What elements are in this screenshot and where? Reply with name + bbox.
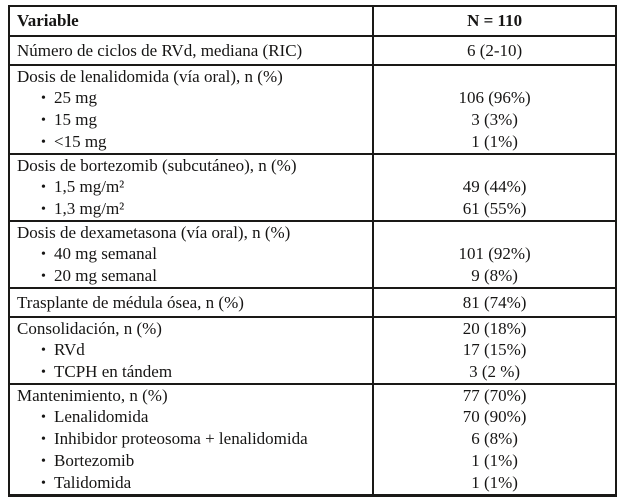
row-label-line: Número de ciclos de RVd, mediana (RIC) bbox=[10, 40, 372, 61]
table-row: • 15 mg 3 (3%) bbox=[9, 109, 616, 131]
row-value: 6 (8%) bbox=[471, 429, 518, 448]
row-value: 70 (90%) bbox=[462, 407, 527, 426]
row-label: Bortezomib bbox=[54, 451, 135, 470]
row-label: RVd bbox=[54, 340, 85, 359]
row-label-line: • 15 mg bbox=[10, 109, 372, 131]
bullet-icon: • bbox=[41, 113, 46, 128]
row-value: 101 (92%) bbox=[458, 244, 531, 263]
table-row: • Bortezomib 1 (1%) bbox=[9, 450, 616, 472]
bullet-icon: • bbox=[41, 476, 46, 491]
bullet-icon: • bbox=[41, 135, 46, 150]
row-label: 1,5 mg/m² bbox=[54, 177, 125, 196]
bullet-icon: • bbox=[41, 247, 46, 262]
row-label-line: • 20 mg semanal bbox=[10, 265, 372, 287]
row-label: Dosis de lenalidomida (vía oral), n (%) bbox=[17, 67, 283, 86]
row-label: 1,3 mg/m² bbox=[54, 199, 125, 218]
table-row: • Talidomida 1 (1%) bbox=[9, 472, 616, 496]
row-value bbox=[373, 220, 616, 243]
row-label-line: • 25 mg bbox=[10, 87, 372, 109]
row-label-line: Dosis de bortezomib (subcutáneo), n (%) bbox=[10, 155, 372, 176]
table-row: • Inhibidor proteosoma + lenalidomida 6 (… bbox=[9, 428, 616, 450]
row-label: Número de ciclos de RVd, mediana (RIC) bbox=[17, 41, 303, 60]
row-label-line: Mantenimiento, n (%) bbox=[10, 385, 372, 406]
row-value: 81 (74%) bbox=[373, 287, 616, 317]
bullet-icon: • bbox=[41, 410, 46, 425]
row-value: 20 (18%) bbox=[373, 316, 616, 339]
table-row: • 25 mg 106 (96%) bbox=[9, 87, 616, 109]
row-value: 1 (1%) bbox=[471, 473, 518, 492]
bullet-icon: • bbox=[41, 454, 46, 469]
bullet-icon: • bbox=[41, 365, 46, 380]
row-label-line: • 1,5 mg/m² bbox=[10, 176, 372, 198]
bullet-icon: • bbox=[41, 343, 46, 358]
row-label: Mantenimiento, n (%) bbox=[17, 386, 168, 405]
treatment-table-container: Variable N = 110 Número de ciclos de RVd… bbox=[8, 5, 617, 497]
bullet-icon: • bbox=[41, 180, 46, 195]
table-row: Dosis de bortezomib (subcutáneo), n (%) bbox=[9, 153, 616, 176]
row-label: 25 mg bbox=[54, 88, 97, 107]
table-header-row: Variable N = 110 bbox=[9, 6, 616, 37]
row-value: 49 (44%) bbox=[462, 177, 527, 196]
bullet-icon: • bbox=[41, 432, 46, 447]
row-label-line: • Talidomida bbox=[10, 472, 372, 494]
row-value: 9 (8%) bbox=[471, 266, 518, 285]
row-value: 1 (1%) bbox=[471, 451, 518, 470]
table-row: • 1,5 mg/m² 49 (44%) bbox=[9, 176, 616, 198]
row-value: 1 (1%) bbox=[471, 132, 518, 151]
row-label-line: • 1,3 mg/m² bbox=[10, 198, 372, 220]
bullet-icon: • bbox=[41, 269, 46, 284]
row-label: <15 mg bbox=[54, 132, 107, 151]
table-row: Número de ciclos de RVd, mediana (RIC) 6… bbox=[9, 35, 616, 65]
row-label: 40 mg semanal bbox=[54, 244, 157, 263]
row-value: 77 (70%) bbox=[373, 383, 616, 406]
row-label: Dosis de bortezomib (subcutáneo), n (%) bbox=[17, 156, 297, 175]
row-label-line: Consolidación, n (%) bbox=[10, 318, 372, 339]
row-label-line: Dosis de dexametasona (vía oral), n (%) bbox=[10, 222, 372, 243]
table-row: • RVd 17 (15%) bbox=[9, 339, 616, 361]
row-label: Talidomida bbox=[54, 473, 132, 492]
row-label: Trasplante de médula ósea, n (%) bbox=[17, 293, 244, 312]
row-value: 106 (96%) bbox=[458, 88, 531, 107]
row-label-line: Dosis de lenalidomida (vía oral), n (%) bbox=[10, 66, 372, 87]
table-row: Dosis de lenalidomida (vía oral), n (%) bbox=[9, 64, 616, 87]
row-label-line: • 40 mg semanal bbox=[10, 243, 372, 265]
row-value: 6 (2-10) bbox=[373, 35, 616, 65]
row-label-line: • Bortezomib bbox=[10, 450, 372, 472]
treatment-variables-table: Variable N = 110 Número de ciclos de RVd… bbox=[8, 5, 617, 497]
header-cell-variable: Variable bbox=[9, 6, 375, 37]
row-label-line: • TCPH en tándem bbox=[10, 361, 372, 383]
row-value: 17 (15%) bbox=[462, 340, 527, 359]
table-row: Consolidación, n (%) 20 (18%) bbox=[9, 316, 616, 339]
row-label-line: • RVd bbox=[10, 339, 372, 361]
row-label: TCPH en tándem bbox=[54, 362, 173, 381]
table-row: Trasplante de médula ósea, n (%) 81 (74%… bbox=[9, 287, 616, 317]
row-label-line: Trasplante de médula ósea, n (%) bbox=[10, 292, 372, 313]
table-row: • 40 mg semanal 101 (92%) bbox=[9, 243, 616, 265]
table-row: Mantenimiento, n (%) 77 (70%) bbox=[9, 383, 616, 406]
row-label: Lenalidomida bbox=[54, 407, 149, 426]
table-body: Número de ciclos de RVd, mediana (RIC) 6… bbox=[9, 35, 616, 496]
row-value: 3 (2 %) bbox=[469, 362, 521, 381]
row-label: 15 mg bbox=[54, 110, 97, 129]
row-label: 20 mg semanal bbox=[54, 266, 157, 285]
row-value bbox=[373, 153, 616, 176]
table-row: • <15 mg 1 (1%) bbox=[9, 131, 616, 154]
table-row: • TCPH en tándem 3 (2 %) bbox=[9, 361, 616, 384]
row-label: Inhibidor proteosoma + lenalidomida bbox=[54, 429, 308, 448]
bullet-icon: • bbox=[41, 202, 46, 217]
row-label: Dosis de dexametasona (vía oral), n (%) bbox=[17, 223, 291, 242]
row-label-line: • Inhibidor proteosoma + lenalidomida bbox=[10, 428, 372, 450]
row-value: 61 (55%) bbox=[462, 199, 527, 218]
table-row: Dosis de dexametasona (vía oral), n (%) bbox=[9, 220, 616, 243]
row-label-line: • <15 mg bbox=[10, 131, 372, 153]
row-label-line: • Lenalidomida bbox=[10, 406, 372, 428]
bullet-icon: • bbox=[41, 91, 46, 106]
table-row: • Lenalidomida 70 (90%) bbox=[9, 406, 616, 428]
table-row: • 20 mg semanal 9 (8%) bbox=[9, 265, 616, 288]
row-value bbox=[373, 64, 616, 87]
table-row: • 1,3 mg/m² 61 (55%) bbox=[9, 198, 616, 221]
row-value: 3 (3%) bbox=[471, 110, 518, 129]
header-cell-n: N = 110 bbox=[373, 6, 616, 37]
row-label: Consolidación, n (%) bbox=[17, 319, 162, 338]
